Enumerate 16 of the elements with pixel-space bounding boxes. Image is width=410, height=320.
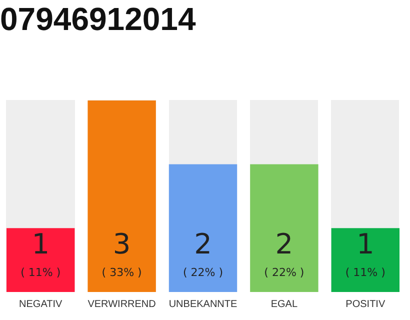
annotation: ( 33% ) (102, 266, 142, 279)
data-label: 2 (194, 227, 212, 260)
annotation: ( 11% ) (345, 266, 386, 279)
data-label: 1 (356, 227, 374, 260)
data-label: 3 (112, 227, 131, 260)
x-tick-label: EGAL (270, 298, 298, 310)
annotation: ( 11% ) (20, 266, 61, 279)
data-label: 1 (32, 227, 50, 260)
chart-title: 07946912014 (0, 1, 196, 38)
annotation: ( 22% ) (182, 266, 224, 279)
x-tick-label: POSITIV (346, 298, 386, 310)
annotation: ( 22% ) (264, 266, 304, 279)
x-tick-label: UNBEKANNTE (168, 298, 238, 310)
x-tick-label: VERWIRREND (88, 298, 156, 310)
data-label: 2 (275, 227, 294, 260)
x-tick-label: NEGATIV (19, 298, 63, 310)
